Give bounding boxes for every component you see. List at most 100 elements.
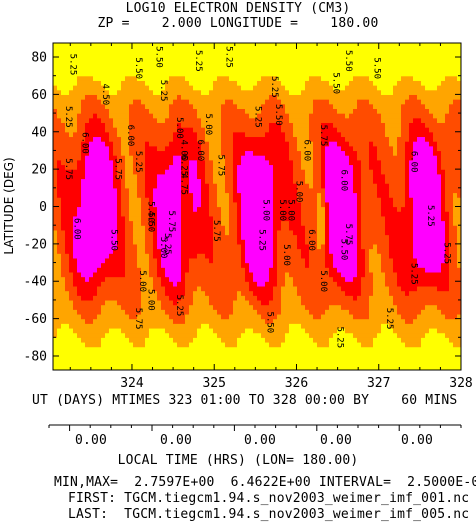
density-cell xyxy=(305,239,310,245)
density-cell xyxy=(65,150,70,156)
density-cell xyxy=(145,89,150,95)
density-cell xyxy=(109,85,114,91)
density-cell xyxy=(285,80,290,86)
density-cell xyxy=(97,178,102,184)
density-cell xyxy=(69,290,74,296)
density-cell xyxy=(125,169,130,175)
density-cell xyxy=(205,80,210,86)
density-cell xyxy=(225,71,230,77)
density-cell xyxy=(209,66,214,72)
density-cell xyxy=(225,248,230,254)
density-cell xyxy=(285,113,290,119)
density-cell xyxy=(325,155,330,161)
density-cell xyxy=(201,183,206,189)
density-cell xyxy=(105,85,110,91)
density-cell xyxy=(173,159,178,166)
density-cell xyxy=(293,290,298,296)
density-cell xyxy=(249,43,254,49)
density-cell xyxy=(197,243,202,250)
density-cell xyxy=(57,136,62,142)
density-cell xyxy=(65,43,70,49)
density-cell xyxy=(69,313,74,320)
density-cell xyxy=(281,80,286,86)
density-cell xyxy=(265,71,270,77)
density-cell xyxy=(309,351,314,357)
density-cell xyxy=(209,159,214,166)
density-cell xyxy=(185,360,190,366)
density-cell xyxy=(61,43,66,49)
density-cell xyxy=(309,225,314,231)
density-cell xyxy=(133,52,138,58)
density-cell xyxy=(281,243,286,250)
density-cell xyxy=(189,178,194,184)
density-cell xyxy=(145,155,150,161)
density-cell xyxy=(169,145,174,152)
density-cell xyxy=(237,57,242,63)
density-cell xyxy=(157,290,162,296)
density-cell xyxy=(93,304,98,310)
density-cell xyxy=(265,136,270,142)
density-cell xyxy=(113,127,118,133)
density-cell xyxy=(117,262,122,268)
density-cell xyxy=(265,271,270,278)
density-cell xyxy=(145,136,150,142)
density-cell xyxy=(185,136,190,142)
density-cell xyxy=(321,150,326,156)
density-cell xyxy=(293,318,298,324)
density-cell xyxy=(65,52,70,58)
density-cell xyxy=(145,141,150,147)
density-cell xyxy=(269,61,274,67)
density-cell xyxy=(173,103,178,109)
density-cell xyxy=(89,178,94,184)
density-cell xyxy=(249,99,254,105)
density-cell xyxy=(181,85,186,91)
density-cell xyxy=(149,57,154,63)
density-cell xyxy=(177,169,182,175)
density-cell xyxy=(117,234,122,240)
density-cell xyxy=(241,225,246,231)
density-cell xyxy=(253,61,258,67)
density-cell xyxy=(133,332,138,338)
density-cell xyxy=(69,75,74,81)
density-cell xyxy=(113,71,118,77)
density-cell xyxy=(309,99,314,105)
density-cell xyxy=(125,57,130,63)
density-cell xyxy=(101,99,106,105)
density-cell xyxy=(253,211,258,217)
density-cell xyxy=(217,295,222,301)
density-cell xyxy=(173,113,178,119)
density-cell xyxy=(53,127,58,133)
density-cell xyxy=(317,47,322,53)
density-cell xyxy=(145,201,150,208)
density-cell xyxy=(245,201,250,208)
density-cell xyxy=(285,57,290,63)
density-cell xyxy=(165,192,170,198)
density-cell xyxy=(109,173,114,180)
density-cell xyxy=(249,299,254,306)
density-cell xyxy=(57,178,62,184)
density-cell xyxy=(121,290,126,296)
density-cell xyxy=(173,220,178,226)
density-cell xyxy=(305,80,310,86)
density-cell xyxy=(165,225,170,231)
density-cell xyxy=(333,80,338,86)
density-cell xyxy=(133,337,138,343)
density-cell xyxy=(249,309,254,315)
density-cell xyxy=(285,141,290,147)
density-cell xyxy=(233,85,238,91)
density-cell xyxy=(97,276,102,282)
density-cell xyxy=(165,239,170,245)
density-cell xyxy=(329,304,334,310)
density-cell xyxy=(193,197,198,203)
density-cell xyxy=(337,267,342,273)
density-cell xyxy=(153,155,158,161)
density-cell xyxy=(113,281,118,287)
density-cell xyxy=(177,234,182,240)
density-cell xyxy=(97,313,102,320)
density-cell xyxy=(277,332,282,338)
density-cell xyxy=(185,47,190,53)
density-cell xyxy=(337,285,342,292)
density-cell xyxy=(329,309,334,315)
density-cell xyxy=(217,103,222,109)
density-cell xyxy=(169,323,174,329)
